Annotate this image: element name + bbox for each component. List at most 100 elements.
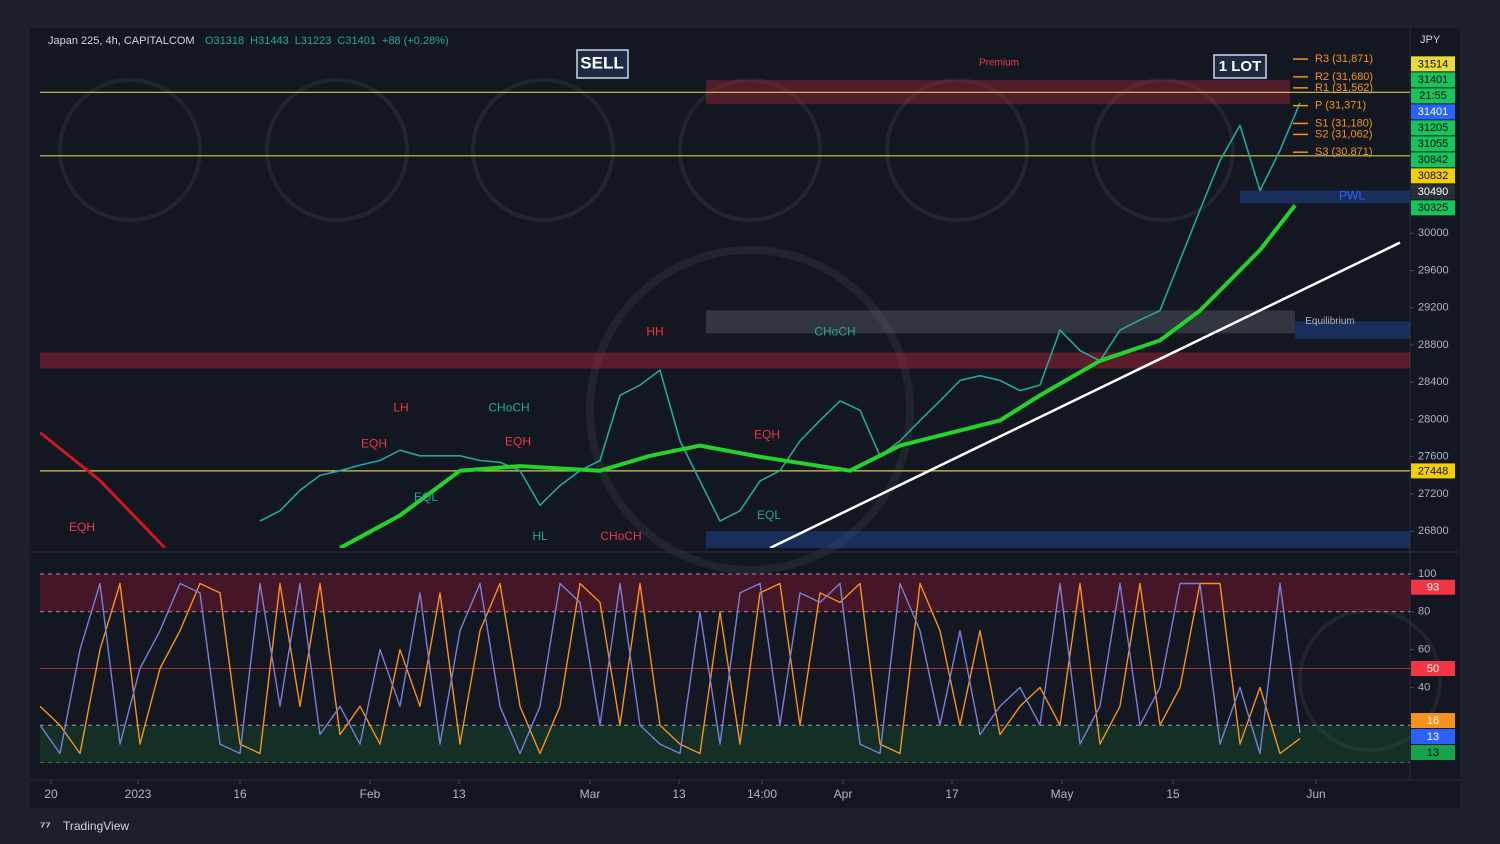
price-tag [1411,104,1455,120]
plot-area [40,573,1410,763]
y-tick-label: 27600 [1418,451,1449,463]
currency-label: JPY [1420,34,1441,46]
y-tick-label: 100 [1418,568,1436,580]
price-tag-label: 50 [1427,663,1439,675]
ohlc-legend: O31318 H31443 L31223 C31401 +88 (+0.28%) [205,35,449,47]
annotation: EQL [414,490,438,504]
ohlc-item: L31223 [295,35,332,47]
x-tick-label: May [1051,787,1074,801]
annotation: PWL [1339,188,1365,202]
pivot-label: S3 (30,871) [1315,146,1372,158]
price-tag [1411,745,1455,761]
annotation: EQL [757,508,781,522]
annotation: EQH [69,520,95,534]
x-tick-label: Jun [1306,787,1325,801]
price-tag-label: 13 [1427,747,1439,759]
series-line [40,431,167,548]
zone [706,310,1295,334]
series-line [259,102,1301,522]
annotation: Premium [979,58,1019,69]
price-tag [1411,168,1455,184]
price-tag-label: 30842 [1418,154,1449,166]
ohlc-item: H31443 [250,35,289,47]
price-tag [1411,661,1455,676]
price-tag [1411,184,1455,200]
price-tag-label: 30832 [1418,170,1449,182]
x-tick-label: 2023 [125,787,152,801]
price-tag [1411,729,1455,745]
annotation: EQH [505,435,531,449]
ohlc-item: C31401 [337,35,376,47]
x-tick-label: Mar [580,787,601,801]
y-tick-label: 28000 [1418,413,1449,425]
y-tick-label: 30000 [1418,227,1449,239]
zone [40,352,1410,369]
price-tag [1411,120,1455,136]
x-tick-label: 16 [233,787,247,801]
annotation: CHoCH [600,529,641,543]
price-tag-label: 31205 [1418,122,1449,134]
sell-button[interactable] [576,49,629,79]
lot-label[interactable]: 1 LOT [1219,58,1262,75]
pivot-label: R2 (31,680) [1315,71,1373,83]
series-line [339,204,1297,548]
x-tick-label: 17 [945,787,959,801]
symbol-title: Japan 225, 4h, CAPITALCOM [48,35,195,47]
watermarks [58,78,1442,752]
annotation: CHoCH [814,325,855,339]
band [40,725,1410,763]
y-tick-label: 29200 [1418,302,1449,314]
zone [1240,190,1410,204]
price-tag-label: 31401 [1418,106,1449,118]
ohlc-item: O31318 [205,35,244,47]
x-tick-label: 13 [672,787,686,801]
annotation: HL [532,529,548,543]
annotation: CHoCH [488,401,529,415]
price-tag-label: 93 [1427,582,1439,594]
price-tag-label: 31055 [1418,138,1449,150]
x-tick-label: 20 [44,787,58,801]
pivot-label: R1 (31,562) [1315,82,1373,94]
y-tick-label: 27200 [1418,488,1449,500]
price-tag-label: 31401 [1418,74,1449,86]
price-tag-label: 30325 [1418,202,1449,214]
y-tick-label: 29600 [1418,264,1449,276]
x-tick-label: 15 [1166,787,1180,801]
price-tag-label: 27448 [1418,465,1449,477]
lot-button[interactable] [1213,54,1267,79]
y-tick-label: 60 [1418,644,1430,656]
annotation: LH [393,401,408,415]
series-line [40,582,1301,755]
price-tag [1411,88,1455,104]
pivot-label: S2 (31,062) [1315,128,1372,140]
plot-area [40,80,1410,548]
chart-layer: O31318 H31443 L31223 C31401 +88 (+0.28%) HH CH… [40,35,1455,801]
x-tick-label: 13 [452,787,466,801]
annotation: EQH [754,428,780,442]
y-tick-label: 28400 [1418,376,1449,388]
sell-label[interactable]: SELL [580,53,623,72]
pivot-label: P (31,371) [1315,100,1366,112]
price-tag-label: 31514 [1418,58,1449,70]
annotation: EQH [361,437,387,451]
price-tag [1411,56,1455,72]
pivot-label: R3 (31,871) [1315,53,1373,65]
x-tick-label: Apr [834,787,853,801]
price-tag-label: 30490 [1418,186,1449,198]
price-tag [1411,579,1455,595]
trendline [769,241,1401,548]
footer-brand: TradingView [63,819,129,833]
price-tag-label: 13 [1427,731,1439,743]
price-tag [1411,200,1455,216]
price-tag [1411,152,1455,168]
brand-logo: ⁷⁷ [40,818,51,833]
x-tick-label: Feb [360,787,381,801]
x-tick-label: 14:00 [747,787,777,801]
zone [706,531,1410,548]
price-tag [1411,136,1455,152]
annotation: HH [646,325,663,339]
y-tick-label: 28800 [1418,339,1449,351]
price-tag [1411,713,1455,729]
annotation: Equilibrium [1305,316,1354,327]
